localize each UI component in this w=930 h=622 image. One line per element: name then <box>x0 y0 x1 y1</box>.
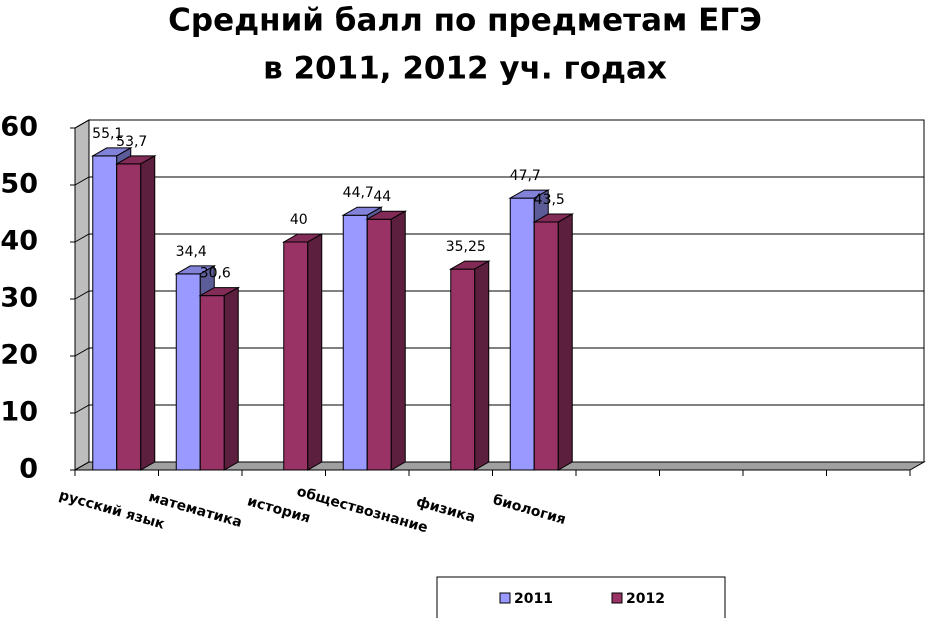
grid-line <box>74 233 924 243</box>
bar-side <box>223 286 239 471</box>
grid-line <box>74 404 924 414</box>
data-label: 44,7 <box>343 185 374 201</box>
x-tick-label: биология <box>491 492 568 528</box>
bar-front <box>199 295 225 471</box>
data-label: 40 <box>290 212 308 228</box>
data-label: 55,1 <box>92 126 123 142</box>
bar-front <box>175 273 201 471</box>
data-label: 53,7 <box>116 134 147 150</box>
data-label: 35,25 <box>446 239 486 255</box>
grid-line <box>74 461 924 471</box>
bar-front <box>283 241 309 471</box>
bar <box>532 213 575 471</box>
chart-title: в 2011, 2012 уч. годах <box>263 51 667 87</box>
data-label: 34,4 <box>176 244 207 260</box>
data-label: 43,5 <box>534 192 565 208</box>
y-tick-label: 20 <box>0 340 38 371</box>
grid-line <box>74 290 924 300</box>
legend-marker <box>611 592 623 604</box>
data-label: 44 <box>373 189 391 205</box>
y-tick-label: 40 <box>0 226 38 257</box>
bar-front <box>342 214 368 471</box>
grid-line <box>74 176 924 186</box>
y-tick-label: 0 <box>19 454 38 485</box>
bar <box>448 260 491 471</box>
x-tick-label: обществознание <box>295 484 430 537</box>
bar-front <box>92 155 118 471</box>
bar-front <box>366 218 392 471</box>
chart-title: Средний балл по предметам ЕГЭ <box>168 3 762 39</box>
legend-marker <box>499 592 511 604</box>
data-label: 30,6 <box>200 266 231 282</box>
bar <box>365 210 408 471</box>
bar <box>198 286 241 471</box>
bar-side <box>474 260 490 471</box>
y-tick-label: 10 <box>0 397 38 428</box>
bar <box>114 155 157 471</box>
bar-front <box>533 221 559 471</box>
bar-front <box>509 197 535 471</box>
grid-line <box>74 347 924 357</box>
legend-label: 2011 <box>514 591 553 607</box>
grid-line <box>74 119 924 129</box>
bar-side <box>140 155 156 471</box>
bar-side <box>390 210 406 471</box>
bar-front <box>116 163 142 471</box>
bar-front <box>450 268 476 471</box>
y-tick-label: 60 <box>0 112 38 143</box>
bar-side <box>557 213 573 471</box>
y-tick-label: 50 <box>0 169 38 200</box>
legend-label: 2012 <box>626 591 665 607</box>
data-label: 47,7 <box>510 168 541 184</box>
y-tick-label: 30 <box>0 283 38 314</box>
bar <box>281 233 324 471</box>
legend-box <box>436 576 726 622</box>
bar-side <box>307 233 323 471</box>
